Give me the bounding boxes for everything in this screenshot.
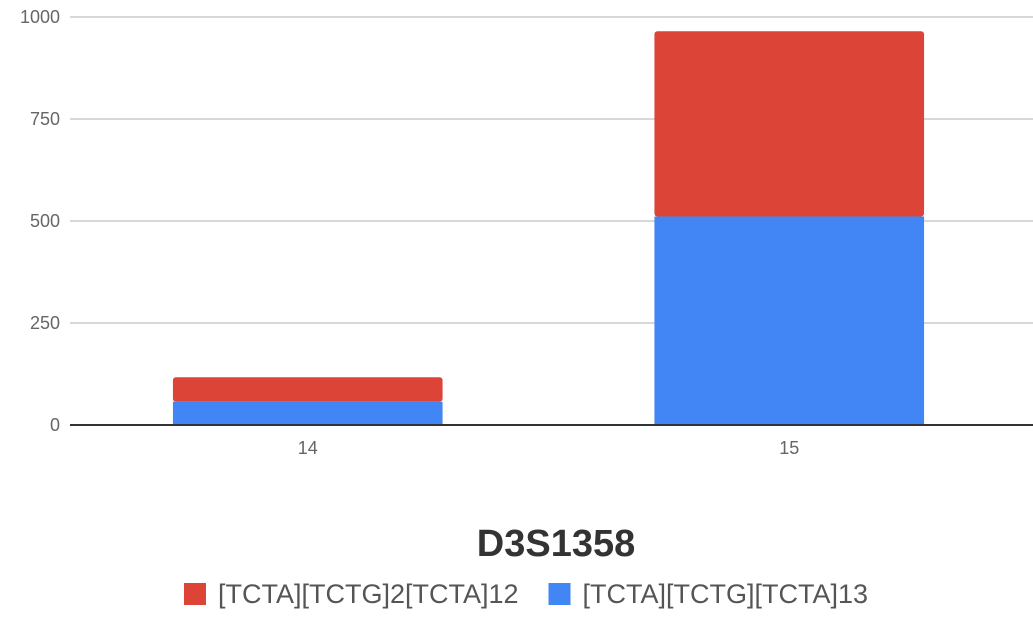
chart-title: D3S1358 — [477, 523, 635, 565]
bar-segment — [172, 377, 443, 402]
y-tick-label: 1000 — [20, 7, 60, 27]
bars — [172, 31, 925, 425]
bar-segment — [172, 401, 443, 425]
legend-swatch — [183, 583, 206, 605]
legend: [TCTA][TCTG]2[TCTA]12 [TCTA][TCTG][TCTA]1… — [183, 579, 869, 609]
bar-segment — [654, 31, 925, 217]
x-axis-ticks: 14 15 — [298, 438, 800, 458]
legend-label: [TCTA][TCTG]2[TCTA]12 — [218, 579, 519, 609]
y-tick-label: 500 — [30, 211, 60, 231]
x-tick-label: 15 — [779, 438, 799, 458]
legend-label: [TCTA][TCTG][TCTA]13 — [583, 579, 869, 609]
legend-swatch — [548, 583, 571, 605]
y-tick-label: 0 — [50, 415, 60, 435]
bar-segment — [654, 216, 925, 425]
legend-entry: [TCTA][TCTG][TCTA]13 — [548, 579, 869, 609]
legend-entry: [TCTA][TCTG]2[TCTA]12 — [183, 579, 519, 609]
y-tick-label: 750 — [30, 109, 60, 129]
y-axis-ticks: 0 250 500 750 1000 — [20, 7, 60, 435]
y-tick-label: 250 — [30, 313, 60, 333]
x-tick-label: 14 — [298, 438, 318, 458]
